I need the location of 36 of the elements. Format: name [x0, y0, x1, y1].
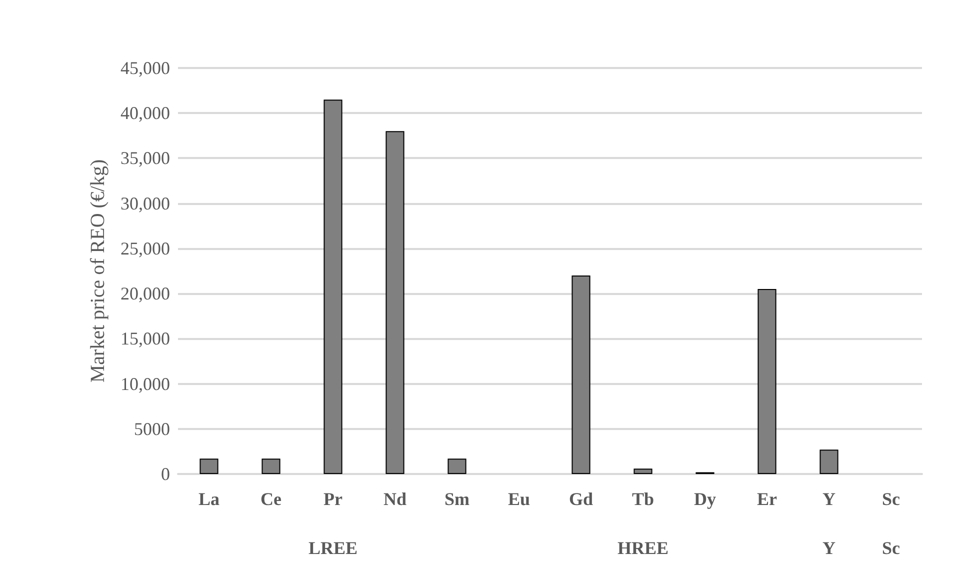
text: HREE	[617, 538, 669, 558]
x-tick-label: La	[198, 489, 220, 509]
y-tick-label: 45,000	[120, 58, 170, 78]
y-axis-title: Market price of REO (€/kg)	[87, 159, 109, 383]
y-tick-label: 0	[161, 464, 170, 484]
bar	[448, 458, 466, 474]
bar	[386, 131, 404, 474]
bar	[200, 458, 218, 474]
text: LREE	[308, 538, 358, 558]
x-tick-label: Er	[757, 489, 778, 509]
text: Y	[822, 538, 836, 558]
x-tick-label: Nd	[383, 489, 407, 509]
x-tick-label: Ce	[260, 489, 282, 509]
x-tick-label: Dy	[694, 489, 716, 509]
y-tick-label: 5000	[134, 418, 170, 439]
x-tick-label: Sc	[882, 489, 900, 509]
bar	[758, 289, 776, 474]
x-tick-label: Gd	[568, 489, 594, 509]
bar	[634, 468, 652, 474]
bar	[262, 458, 280, 474]
bar	[820, 450, 838, 474]
x-tick-label: Sm	[444, 489, 470, 509]
x-tick-label: Tb	[632, 489, 654, 509]
x-tick-label: Pr	[324, 489, 343, 509]
y-tick-label: 15,000	[120, 328, 170, 349]
text: Sc	[882, 538, 900, 558]
y-tick-label: 10,000	[120, 374, 170, 394]
y-tick-label: 30,000	[120, 193, 170, 214]
bar	[324, 100, 342, 474]
x-tick-label: Eu	[508, 489, 530, 509]
y-tick-label: 20,000	[120, 284, 170, 304]
x-tick-label: Y	[822, 489, 836, 509]
y-tick-label: 25,000	[120, 238, 170, 258]
bar	[572, 276, 590, 474]
y-tick-label: 35,000	[120, 148, 170, 168]
y-tick-label: 40,000	[120, 103, 170, 124]
